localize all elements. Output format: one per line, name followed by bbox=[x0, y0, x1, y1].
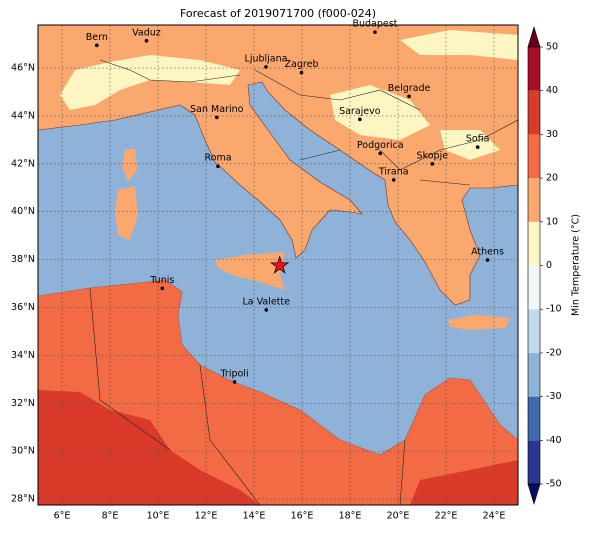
sahara-hot bbox=[38, 390, 260, 505]
city-label: La Valette bbox=[242, 296, 290, 307]
city-label: Tunis bbox=[149, 275, 174, 286]
city-dot bbox=[358, 117, 362, 122]
location-marker bbox=[270, 255, 290, 274]
x-tick-label: 8°E bbox=[102, 511, 119, 522]
colorbar-level bbox=[528, 309, 540, 353]
y-tick-label: 40°N bbox=[11, 206, 35, 217]
colorbar-tick-label: 50 bbox=[546, 42, 558, 53]
city-dot bbox=[373, 30, 377, 34]
colorbar-tick-label: 0 bbox=[546, 260, 552, 271]
x-tick-label: 18°E bbox=[339, 511, 362, 522]
x-tick-label: 10°E bbox=[147, 511, 170, 522]
sardinia bbox=[115, 186, 138, 240]
graticule bbox=[38, 25, 518, 505]
y-tick-label: 46°N bbox=[11, 63, 35, 74]
y-tick-label: 32°N bbox=[11, 398, 35, 409]
city-label: Ljubljana bbox=[245, 53, 288, 64]
city-dot bbox=[232, 380, 237, 384]
colorbar-tick-label: 30 bbox=[546, 129, 558, 140]
city-dot bbox=[144, 39, 149, 43]
y-tick-label: 44°N bbox=[11, 110, 35, 121]
city-label: Bern bbox=[86, 32, 108, 43]
x-tick-label: 12°E bbox=[195, 511, 218, 522]
colorbar-tick-label: -50 bbox=[546, 479, 562, 490]
city-label: Belgrade bbox=[388, 83, 431, 94]
desert-east bbox=[410, 460, 518, 505]
title: Forecast of 2019071700 (f000-024) bbox=[180, 7, 376, 20]
colorbar-level bbox=[528, 396, 540, 441]
city-dot bbox=[430, 162, 435, 166]
city-dot bbox=[264, 308, 269, 312]
city-dot bbox=[299, 70, 304, 75]
colorbar-tick-label: -30 bbox=[546, 391, 562, 402]
plot-frame bbox=[37, 24, 519, 506]
colorbar-level bbox=[528, 47, 540, 91]
colorbar-extend-min bbox=[527, 483, 541, 506]
x-tick-label: 24°E bbox=[483, 511, 506, 522]
city-dot bbox=[485, 258, 490, 262]
colorbar-level bbox=[528, 440, 540, 484]
corsica bbox=[122, 148, 137, 182]
city-dot bbox=[264, 65, 268, 69]
city-label: Sofia bbox=[466, 134, 490, 145]
x-tick-label: 16°E bbox=[291, 511, 314, 522]
x-tick-label: 22°E bbox=[435, 511, 458, 522]
carpathians bbox=[400, 30, 518, 60]
colorbar-tick-label: 20 bbox=[546, 173, 558, 184]
city-label: Budapest bbox=[352, 19, 397, 30]
city-label: Tirana bbox=[378, 166, 409, 177]
city-label: Podgorica bbox=[357, 140, 404, 151]
colorbar-level bbox=[528, 134, 540, 179]
colorbar-level bbox=[528, 90, 540, 135]
alps bbox=[60, 55, 240, 110]
colorbar-tick-label: -20 bbox=[546, 347, 562, 358]
city-label: Skopje bbox=[417, 150, 449, 161]
x-tick-label: 14°E bbox=[243, 511, 266, 522]
colorbar-tick-label: 40 bbox=[546, 85, 558, 96]
city-dot bbox=[160, 286, 165, 291]
colorbar-extend-max bbox=[527, 25, 541, 48]
colorbar-level bbox=[528, 265, 540, 310]
city-label: Athens bbox=[471, 247, 504, 258]
colorbar-level bbox=[528, 178, 540, 222]
y-tick-label: 38°N bbox=[11, 254, 35, 265]
colorbar-level bbox=[528, 352, 540, 397]
sicily bbox=[215, 252, 285, 290]
x-tick-label: 20°E bbox=[387, 511, 410, 522]
city-label: San Marino bbox=[190, 104, 243, 115]
city-dot bbox=[216, 164, 220, 169]
city-dot bbox=[378, 151, 383, 156]
y-tick-label: 34°N bbox=[11, 350, 35, 361]
colorbar-label: Min Temperature (°C) bbox=[571, 214, 582, 316]
y-tick-label: 30°N bbox=[11, 446, 35, 457]
city-dot bbox=[95, 43, 99, 48]
city-label: Tripoli bbox=[220, 368, 249, 379]
colorbar-tick-label: 10 bbox=[546, 216, 558, 227]
city-dot bbox=[407, 94, 411, 99]
colorbar-level bbox=[528, 221, 540, 266]
city-dot bbox=[391, 178, 396, 182]
city-label: Zagreb bbox=[285, 59, 319, 70]
y-tick-label: 28°N bbox=[11, 494, 35, 505]
city-label: Sarajevo bbox=[339, 106, 381, 117]
city-label: Roma bbox=[204, 153, 231, 164]
colorbar-tick-label: -40 bbox=[546, 435, 562, 446]
city-dot bbox=[215, 115, 219, 120]
borders bbox=[89, 59, 518, 505]
y-tick-label: 36°N bbox=[11, 302, 35, 313]
crete bbox=[448, 315, 510, 330]
city-label: Vaduz bbox=[132, 27, 161, 38]
dinaric-mountains bbox=[330, 85, 430, 140]
x-tick-label: 6°E bbox=[54, 511, 71, 522]
city-dot bbox=[475, 145, 480, 149]
y-tick-label: 42°N bbox=[11, 158, 35, 169]
colorbar-tick-label: -10 bbox=[546, 304, 562, 315]
